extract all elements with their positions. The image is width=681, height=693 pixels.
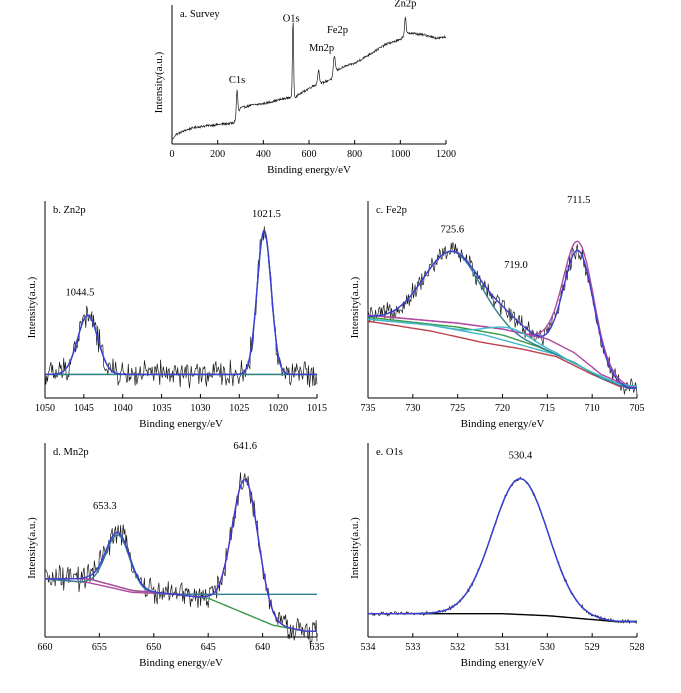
component-fit-line <box>45 478 317 632</box>
x-tick-label: 1045 <box>74 403 94 414</box>
raw-spectrum-line <box>44 226 318 389</box>
peak-label: O1s <box>283 14 300 25</box>
x-tick-label: 532 <box>450 642 465 653</box>
y-axis-title: Intensity(a.u.) <box>349 276 361 338</box>
panel-title: c. Fe2p <box>376 205 407 216</box>
x-tick-label: 730 <box>405 403 420 414</box>
x-tick-label: 800 <box>347 149 362 160</box>
x-tick-label: 1015 <box>307 403 327 414</box>
x-tick-label: 530 <box>540 642 555 653</box>
x-tick-label: 635 <box>310 642 325 653</box>
peak-label: Zn2p <box>394 0 416 9</box>
x-axis-title: Binding energy/eV <box>461 657 545 669</box>
x-tick-label: 1000 <box>390 149 410 160</box>
x-tick-label: 655 <box>92 642 107 653</box>
background-line <box>367 320 638 389</box>
x-tick-label: 705 <box>630 403 645 414</box>
panel-title: d. Mn2p <box>53 447 89 458</box>
peak-label: 719.0 <box>504 260 528 271</box>
peak-label: 653.3 <box>93 501 117 512</box>
envelope-fit-line <box>44 229 317 376</box>
component-fit-line <box>367 240 637 387</box>
x-axis-title: Binding energy/eV <box>267 164 351 176</box>
x-tick-label: 660 <box>38 642 53 653</box>
component-fit-line <box>367 318 638 387</box>
x-axis-title: Binding energy/eV <box>139 657 223 669</box>
x-axis-title: Binding energy/eV <box>139 418 223 430</box>
raw-spectrum-line <box>367 476 637 624</box>
x-tick-label: 533 <box>405 642 420 653</box>
x-tick-label: 0 <box>170 149 175 160</box>
envelope-fit-line <box>45 478 317 632</box>
x-tick-label: 640 <box>255 642 270 653</box>
x-tick-label: 200 <box>210 149 225 160</box>
peak-label: 530.4 <box>509 451 533 462</box>
x-tick-label: 1035 <box>152 403 172 414</box>
x-tick-label: 600 <box>302 149 317 160</box>
peak-label: Fe2p <box>327 25 348 36</box>
panel-a: 0 200 400 600 800 1000 1200 a. Survey Binding en… <box>153 0 456 176</box>
x-tick-label: 735 <box>361 403 376 414</box>
peak-label: Mn2p <box>309 43 334 54</box>
y-axis-title: Intensity(a.u.) <box>153 51 165 113</box>
x-axis-title: Binding energy/eV <box>461 418 545 430</box>
y-axis-title: Intensity(a.u.) <box>349 517 361 579</box>
background-line <box>90 578 317 632</box>
x-tick-label: 400 <box>256 149 271 160</box>
peak-label: 1021.5 <box>252 209 281 220</box>
x-tick-label: 534 <box>361 642 376 653</box>
raw-spectrum-line <box>44 472 318 645</box>
panel-title: b. Zn2p <box>53 205 86 216</box>
x-tick-label: 1200 <box>436 149 456 160</box>
x-tick-label: 725 <box>450 403 465 414</box>
x-tick-label: 1050 <box>35 403 55 414</box>
panel-c: 735 730 725 720 715 710 705 c. Fe2p Binding ener… <box>349 195 645 430</box>
x-tick-label: 1020 <box>268 403 288 414</box>
x-tick-label: 528 <box>630 642 645 653</box>
x-tick-label: 1030 <box>190 403 210 414</box>
x-tick-label: 650 <box>146 642 161 653</box>
panel-title: a. Survey <box>180 9 220 20</box>
x-tick-label: 531 <box>495 642 510 653</box>
x-tick-label: 715 <box>540 403 555 414</box>
survey-spectrum-line <box>171 16 447 141</box>
envelope-fit-line <box>368 249 638 389</box>
x-tick-label: 529 <box>585 642 600 653</box>
panel-b: 1050 1045 1040 1035 1030 1025 1020 1015 b. Zn2p B… <box>26 201 327 430</box>
panel-title: e. O1s <box>376 447 403 458</box>
component-fit-line <box>368 477 637 623</box>
peak-label: 711.5 <box>567 195 590 206</box>
peak-label: 725.6 <box>440 225 464 236</box>
peak-label: 1044.5 <box>66 288 95 299</box>
x-tick-label: 645 <box>201 642 216 653</box>
peak-label: C1s <box>229 75 245 86</box>
panel-d: 660 655 650 645 640 635 d. Mn2p Binding energy/… <box>26 441 325 669</box>
x-tick-label: 720 <box>495 403 510 414</box>
panel-e: 534 533 532 531 530 529 528 e. O1s Binding energ… <box>349 443 645 669</box>
x-tick-label: 1025 <box>229 403 249 414</box>
x-tick-label: 1040 <box>113 403 133 414</box>
y-axis-title: Intensity(a.u.) <box>26 276 38 338</box>
y-axis-title: Intensity(a.u.) <box>26 517 38 579</box>
peak-label: 641.6 <box>233 441 257 452</box>
x-tick-label: 710 <box>585 403 600 414</box>
envelope-fit-line <box>368 477 637 623</box>
